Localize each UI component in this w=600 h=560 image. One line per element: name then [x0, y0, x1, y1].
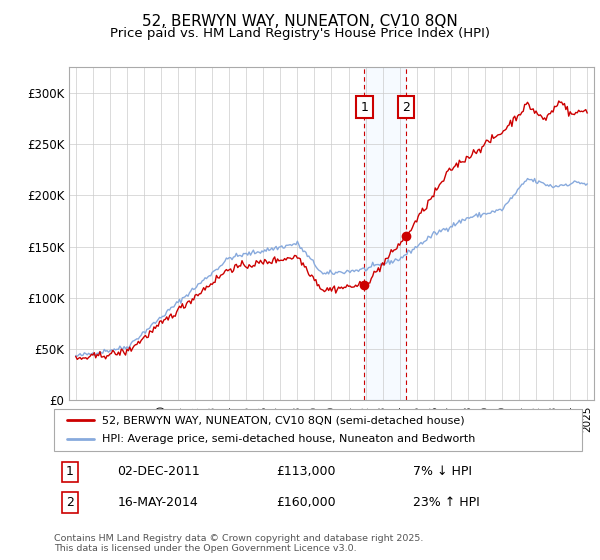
Text: 52, BERWYN WAY, NUNEATON, CV10 8QN: 52, BERWYN WAY, NUNEATON, CV10 8QN	[142, 14, 458, 29]
Text: 2: 2	[402, 101, 410, 114]
Text: 02-DEC-2011: 02-DEC-2011	[118, 465, 200, 478]
Text: Price paid vs. HM Land Registry's House Price Index (HPI): Price paid vs. HM Land Registry's House …	[110, 27, 490, 40]
Text: 23% ↑ HPI: 23% ↑ HPI	[413, 496, 480, 509]
Text: 1: 1	[66, 465, 74, 478]
Text: £113,000: £113,000	[276, 465, 335, 478]
Text: £160,000: £160,000	[276, 496, 335, 509]
Text: 16-MAY-2014: 16-MAY-2014	[118, 496, 198, 509]
Bar	[364, 67, 406, 400]
Text: 1: 1	[360, 101, 368, 114]
FancyBboxPatch shape	[54, 409, 582, 451]
Text: 2: 2	[66, 496, 74, 509]
Text: 7% ↓ HPI: 7% ↓ HPI	[413, 465, 472, 478]
Text: HPI: Average price, semi-detached house, Nuneaton and Bedworth: HPI: Average price, semi-detached house,…	[101, 435, 475, 445]
Text: 52, BERWYN WAY, NUNEATON, CV10 8QN (semi-detached house): 52, BERWYN WAY, NUNEATON, CV10 8QN (semi…	[101, 415, 464, 425]
Text: Contains HM Land Registry data © Crown copyright and database right 2025.
This d: Contains HM Land Registry data © Crown c…	[54, 534, 424, 553]
